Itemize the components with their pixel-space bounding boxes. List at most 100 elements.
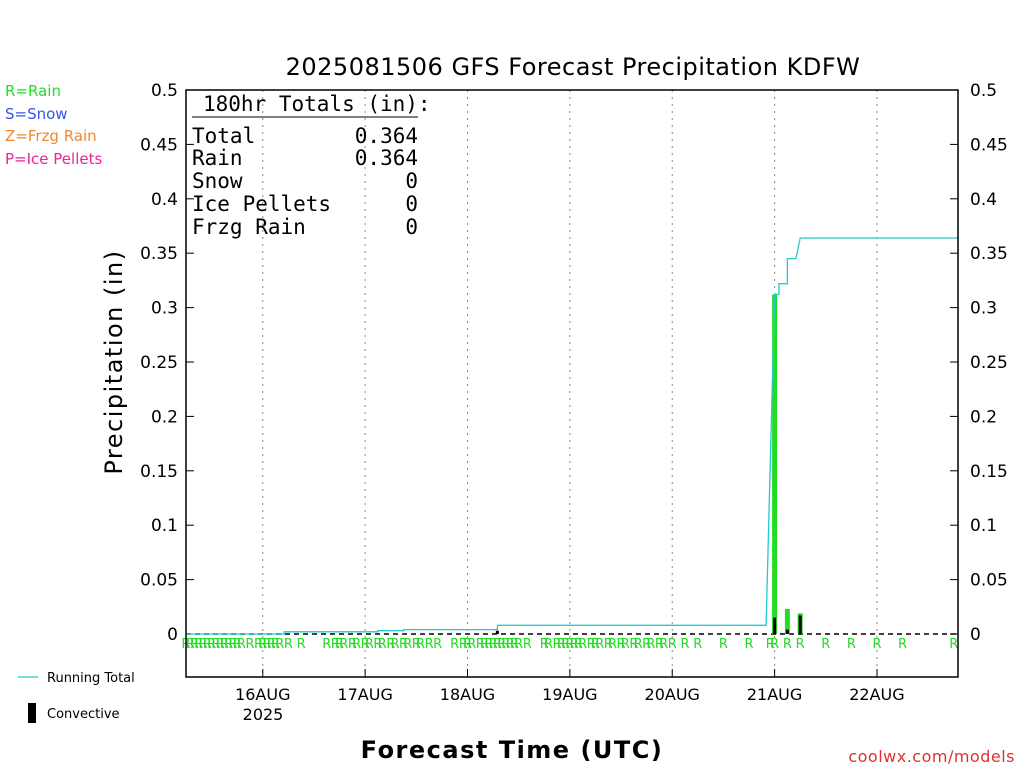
rain-type-marker: R: [668, 637, 677, 652]
convective-bar: [785, 629, 789, 634]
rain-type-marker: R: [416, 637, 425, 652]
rain-type-marker: R: [378, 637, 387, 652]
rain-type-marker: R: [719, 637, 728, 652]
rain-type-marker: R: [578, 637, 587, 652]
running-total-polyline: [186, 237, 958, 635]
y-tick-label-right: 0.1: [970, 516, 997, 536]
rain-type-marker: R: [766, 637, 775, 652]
year-label: 2025: [243, 705, 284, 724]
rain-type-marker: R: [540, 637, 549, 652]
rain-type-marker: R: [476, 637, 485, 652]
totals-snow-label: Snow: [192, 169, 243, 193]
plot-frame: [185, 89, 959, 678]
rain-type-marker: R: [514, 637, 523, 652]
series-legend: Running Total Convective: [18, 671, 135, 723]
y-ticks: 0 00.05 0.050.1 0.10.15 0.150.2 0.20.25 0.250.…: [140, 81, 1008, 645]
rain-type-marker: R: [634, 637, 643, 652]
rain-type-marker: R: [506, 637, 515, 652]
rain-type-marker: R: [207, 637, 216, 652]
y-tick-label-left: 0.2: [151, 407, 178, 427]
rain-type-marker: R: [224, 637, 233, 652]
running-total-line: [186, 237, 958, 635]
totals-frzg-value: 0: [405, 215, 418, 239]
rain-type-marker: R: [949, 637, 958, 652]
rain-type-marker: R: [744, 637, 753, 652]
totals-rain-value: 0.364: [355, 146, 418, 170]
rain-type-marker: R: [621, 637, 630, 652]
rain-type-marker: R: [646, 637, 655, 652]
y-tick-label-right: 0.3: [970, 299, 997, 319]
rain-type-marker: R: [574, 637, 583, 652]
legend-convective-swatch: [28, 703, 36, 723]
legend-frzg-rain: Z=Frzg Rain: [5, 127, 97, 145]
rain-bar: [784, 608, 790, 634]
rain-type-marker: R: [629, 637, 638, 652]
rain-bar: [772, 294, 778, 634]
y-tick-label-right: 0.45: [970, 135, 1008, 155]
y-axis-label: Precipitation (in): [100, 249, 128, 474]
credit-text: coolwx.com/models: [848, 747, 1015, 766]
convective-bar: [798, 615, 802, 634]
rain-type-marker: R: [386, 637, 395, 652]
rain-type-marker: R: [467, 637, 476, 652]
rain-type-marker: R: [390, 637, 399, 652]
rain-type-marker: R: [681, 637, 690, 652]
x-tick-label: 17AUG: [337, 685, 392, 704]
rain-type-marker: R: [587, 637, 596, 652]
rain-type-marker: R: [565, 637, 574, 652]
precip-type-legend: R=Rain S=Snow Z=Frzg Rain P=Ice Pellets: [5, 82, 102, 168]
rain-type-marker: R: [297, 637, 306, 652]
totals-snow-value: 0: [405, 169, 418, 193]
rain-type-marker: R: [480, 637, 489, 652]
rain-type-marker: R: [233, 637, 242, 652]
rain-type-marker: R: [433, 637, 442, 652]
y-tick-label-left: 0.25: [140, 353, 178, 373]
y-tick-label-right: 0.2: [970, 407, 997, 427]
rain-type-marker: R: [322, 637, 331, 652]
convective-bar: [495, 630, 499, 634]
rain-type-marker: R: [339, 637, 348, 652]
y-tick-label-left: 0.05: [140, 571, 178, 591]
rain-type-marker: R: [271, 637, 280, 652]
y-tick-label-right: 0.05: [970, 571, 1008, 591]
bars: [495, 294, 803, 634]
rain-type-marker: R: [459, 637, 468, 652]
rain-type-marker: R: [617, 637, 626, 652]
x-tick-label: 21AUG: [747, 685, 802, 704]
rain-type-marker: R: [365, 637, 374, 652]
y-tick-label-left: 0.4: [151, 190, 178, 210]
rain-type-marker: R: [190, 637, 199, 652]
rain-type-marker: R: [352, 637, 361, 652]
y-tick-label-left: 0.5: [151, 81, 178, 101]
x-tick-label: 20AUG: [645, 685, 700, 704]
y-tick-label-right: 0.15: [970, 462, 1008, 482]
rain-type-marker: R: [199, 637, 208, 652]
chart-title: 2025081506 GFS Forecast Precipitation KD…: [286, 53, 861, 81]
y-tick-label-left: 0.15: [140, 462, 178, 482]
totals-ice-value: 0: [405, 192, 418, 216]
rain-type-marker: R: [497, 637, 506, 652]
rain-type-marker: R: [523, 637, 532, 652]
legend-snow: S=Snow: [5, 105, 68, 123]
rain-type-marker: R: [463, 637, 472, 652]
rain-type-marker: R: [557, 637, 566, 652]
y-tick-label-right: 0.35: [970, 244, 1008, 264]
rain-type-marker: R: [604, 637, 613, 652]
rain-type-marker: R: [228, 637, 237, 652]
rain-type-marker: R: [450, 637, 459, 652]
rain-type-marker: R: [553, 637, 562, 652]
convective-bar: [773, 617, 777, 634]
rain-type-marker: R: [847, 637, 856, 652]
rain-type-marker: R: [821, 637, 830, 652]
rain-type-marker: R: [595, 637, 604, 652]
rain-type-marker: R: [237, 637, 246, 652]
rain-type-marker: R: [872, 637, 881, 652]
rain-type-marker: R: [220, 637, 229, 652]
rain-type-marker: R: [489, 637, 498, 652]
rain-type-marker: R: [493, 637, 502, 652]
totals-header: 180hr Totals (in):: [203, 92, 431, 116]
totals-total-label: Total: [192, 124, 255, 148]
rain-type-marker: R: [561, 637, 570, 652]
x-tick-label: 22AUG: [849, 685, 904, 704]
rain-type-marker: R: [544, 637, 553, 652]
